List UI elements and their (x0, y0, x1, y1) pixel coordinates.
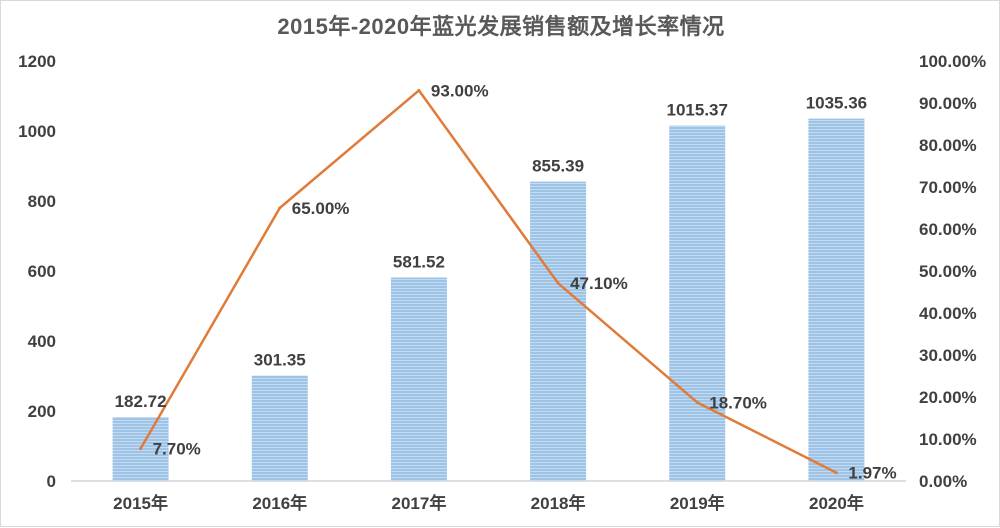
line-value-label: 18.70% (709, 393, 767, 412)
left-axis-tick-label: 1200 (18, 52, 56, 71)
right-axis-tick-label: 0.00% (919, 472, 967, 491)
left-axis-tick-label: 600 (28, 262, 56, 281)
right-axis-tick-label: 90.00% (919, 94, 977, 113)
right-axis-tick-label: 100.00% (919, 52, 986, 71)
right-axis-tick-label: 40.00% (919, 304, 977, 323)
growth-rate-line (139, 89, 837, 474)
bar-value-label: 1015.37 (667, 101, 728, 120)
sales-bar (251, 375, 308, 481)
growth-rate-point (695, 400, 699, 404)
growth-rate-point (417, 88, 421, 92)
right-axis-tick-label: 10.00% (919, 430, 977, 449)
bar-value-label: 1035.36 (806, 94, 867, 113)
right-axis-tick-label: 60.00% (919, 220, 977, 239)
x-axis-tick-label: 2020年 (809, 493, 864, 513)
left-axis-tick-label: 1000 (18, 122, 56, 141)
x-axis-tick-label: 2019年 (670, 493, 725, 513)
line-value-label: 47.10% (570, 274, 628, 293)
x-axis-tick-label: 2015年 (113, 493, 168, 513)
sales-bar (669, 125, 726, 482)
x-axis-tick-label: 2018年 (531, 493, 586, 513)
left-axis-tick-label: 0 (47, 472, 56, 491)
line-value-label: 7.70% (153, 440, 201, 459)
growth-rate-point (139, 447, 143, 451)
left-axis-tick-label: 400 (28, 332, 56, 351)
sales-bar (530, 181, 587, 481)
line-value-label: 65.00% (292, 199, 350, 218)
right-axis-tick-label: 20.00% (919, 388, 977, 407)
left-axis-tick-label: 200 (28, 402, 56, 421)
right-axis-tick-label: 80.00% (919, 136, 977, 155)
sales-bar (390, 277, 447, 481)
bar-value-label: 301.35 (254, 351, 306, 370)
right-axis-tick-label: 70.00% (919, 178, 977, 197)
chart-title: 2015年-2020年蓝光发展销售额及增长率情况 (277, 14, 725, 39)
bar-value-label: 182.72 (115, 392, 167, 411)
sales-bar (808, 118, 865, 482)
right-axis-tick-label: 50.00% (919, 262, 977, 281)
bar-value-label: 855.39 (532, 157, 584, 176)
x-axis-tick-label: 2016年 (252, 493, 307, 513)
line-value-label: 93.00% (431, 81, 489, 100)
growth-rate-point (834, 471, 838, 475)
x-axis-tick-label: 2017年 (392, 493, 447, 513)
bar-value-label: 581.52 (393, 252, 445, 271)
growth-rate-point (278, 206, 282, 210)
right-axis-tick-label: 30.00% (919, 346, 977, 365)
line-value-label: 1.97% (848, 464, 896, 483)
left-axis-tick-label: 800 (28, 192, 56, 211)
growth-rate-point (556, 281, 560, 285)
